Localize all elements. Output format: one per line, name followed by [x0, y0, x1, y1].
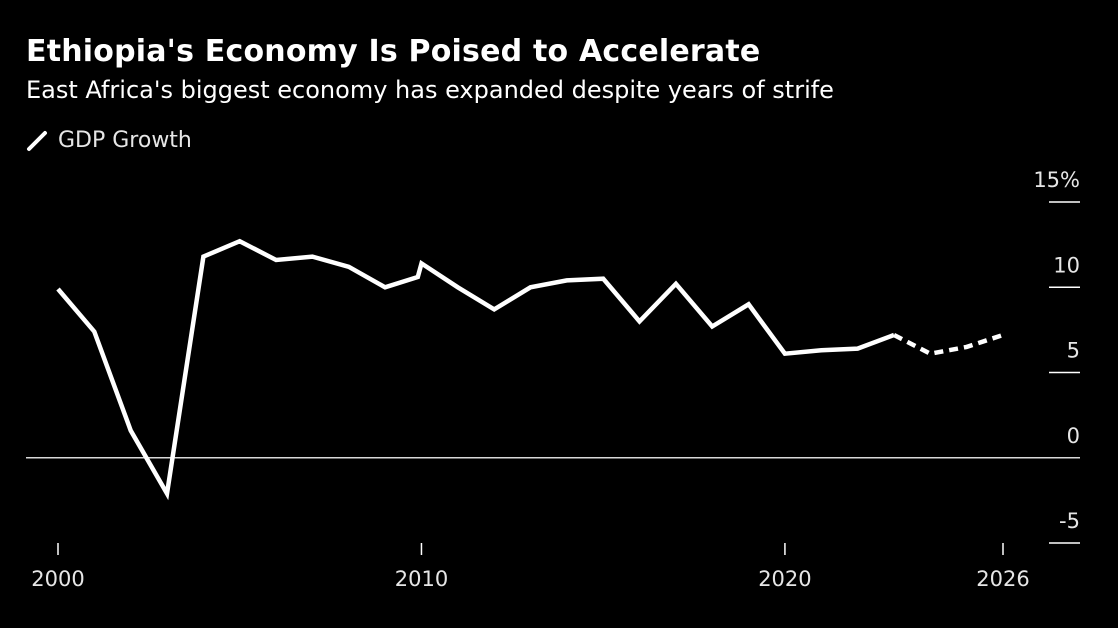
y-tick-label: 0	[1067, 424, 1080, 448]
series-line-gdp-growth-actual	[56, 238, 895, 501]
y-tick-label: -5	[1059, 509, 1080, 533]
y-axis: 15% 10 5 0 -5	[26, 168, 1080, 544]
chart-subtitle: East Africa's biggest economy has expand…	[26, 76, 834, 104]
series-line-gdp-growth-forecast	[892, 332, 1004, 357]
legend: GDP Growth	[26, 128, 192, 153]
series-layer	[56, 238, 1004, 501]
y-tick-label: 10	[1053, 253, 1080, 277]
x-tick-label: 2010	[395, 567, 448, 591]
legend-label-gdp-growth: GDP Growth	[58, 128, 192, 153]
x-tick-label: 2000	[31, 567, 84, 591]
y-tick-label: 15%	[1033, 168, 1080, 192]
chart-title: Ethiopia's Economy Is Poised to Accelera…	[26, 34, 761, 69]
x-tick-label: 2026	[976, 567, 1029, 591]
legend-swatch-gdp-growth	[27, 130, 47, 151]
y-tick-label: 5	[1067, 339, 1080, 363]
x-axis: 2000 2010 2020 2026	[31, 543, 1030, 591]
x-tick-label: 2020	[758, 567, 811, 591]
